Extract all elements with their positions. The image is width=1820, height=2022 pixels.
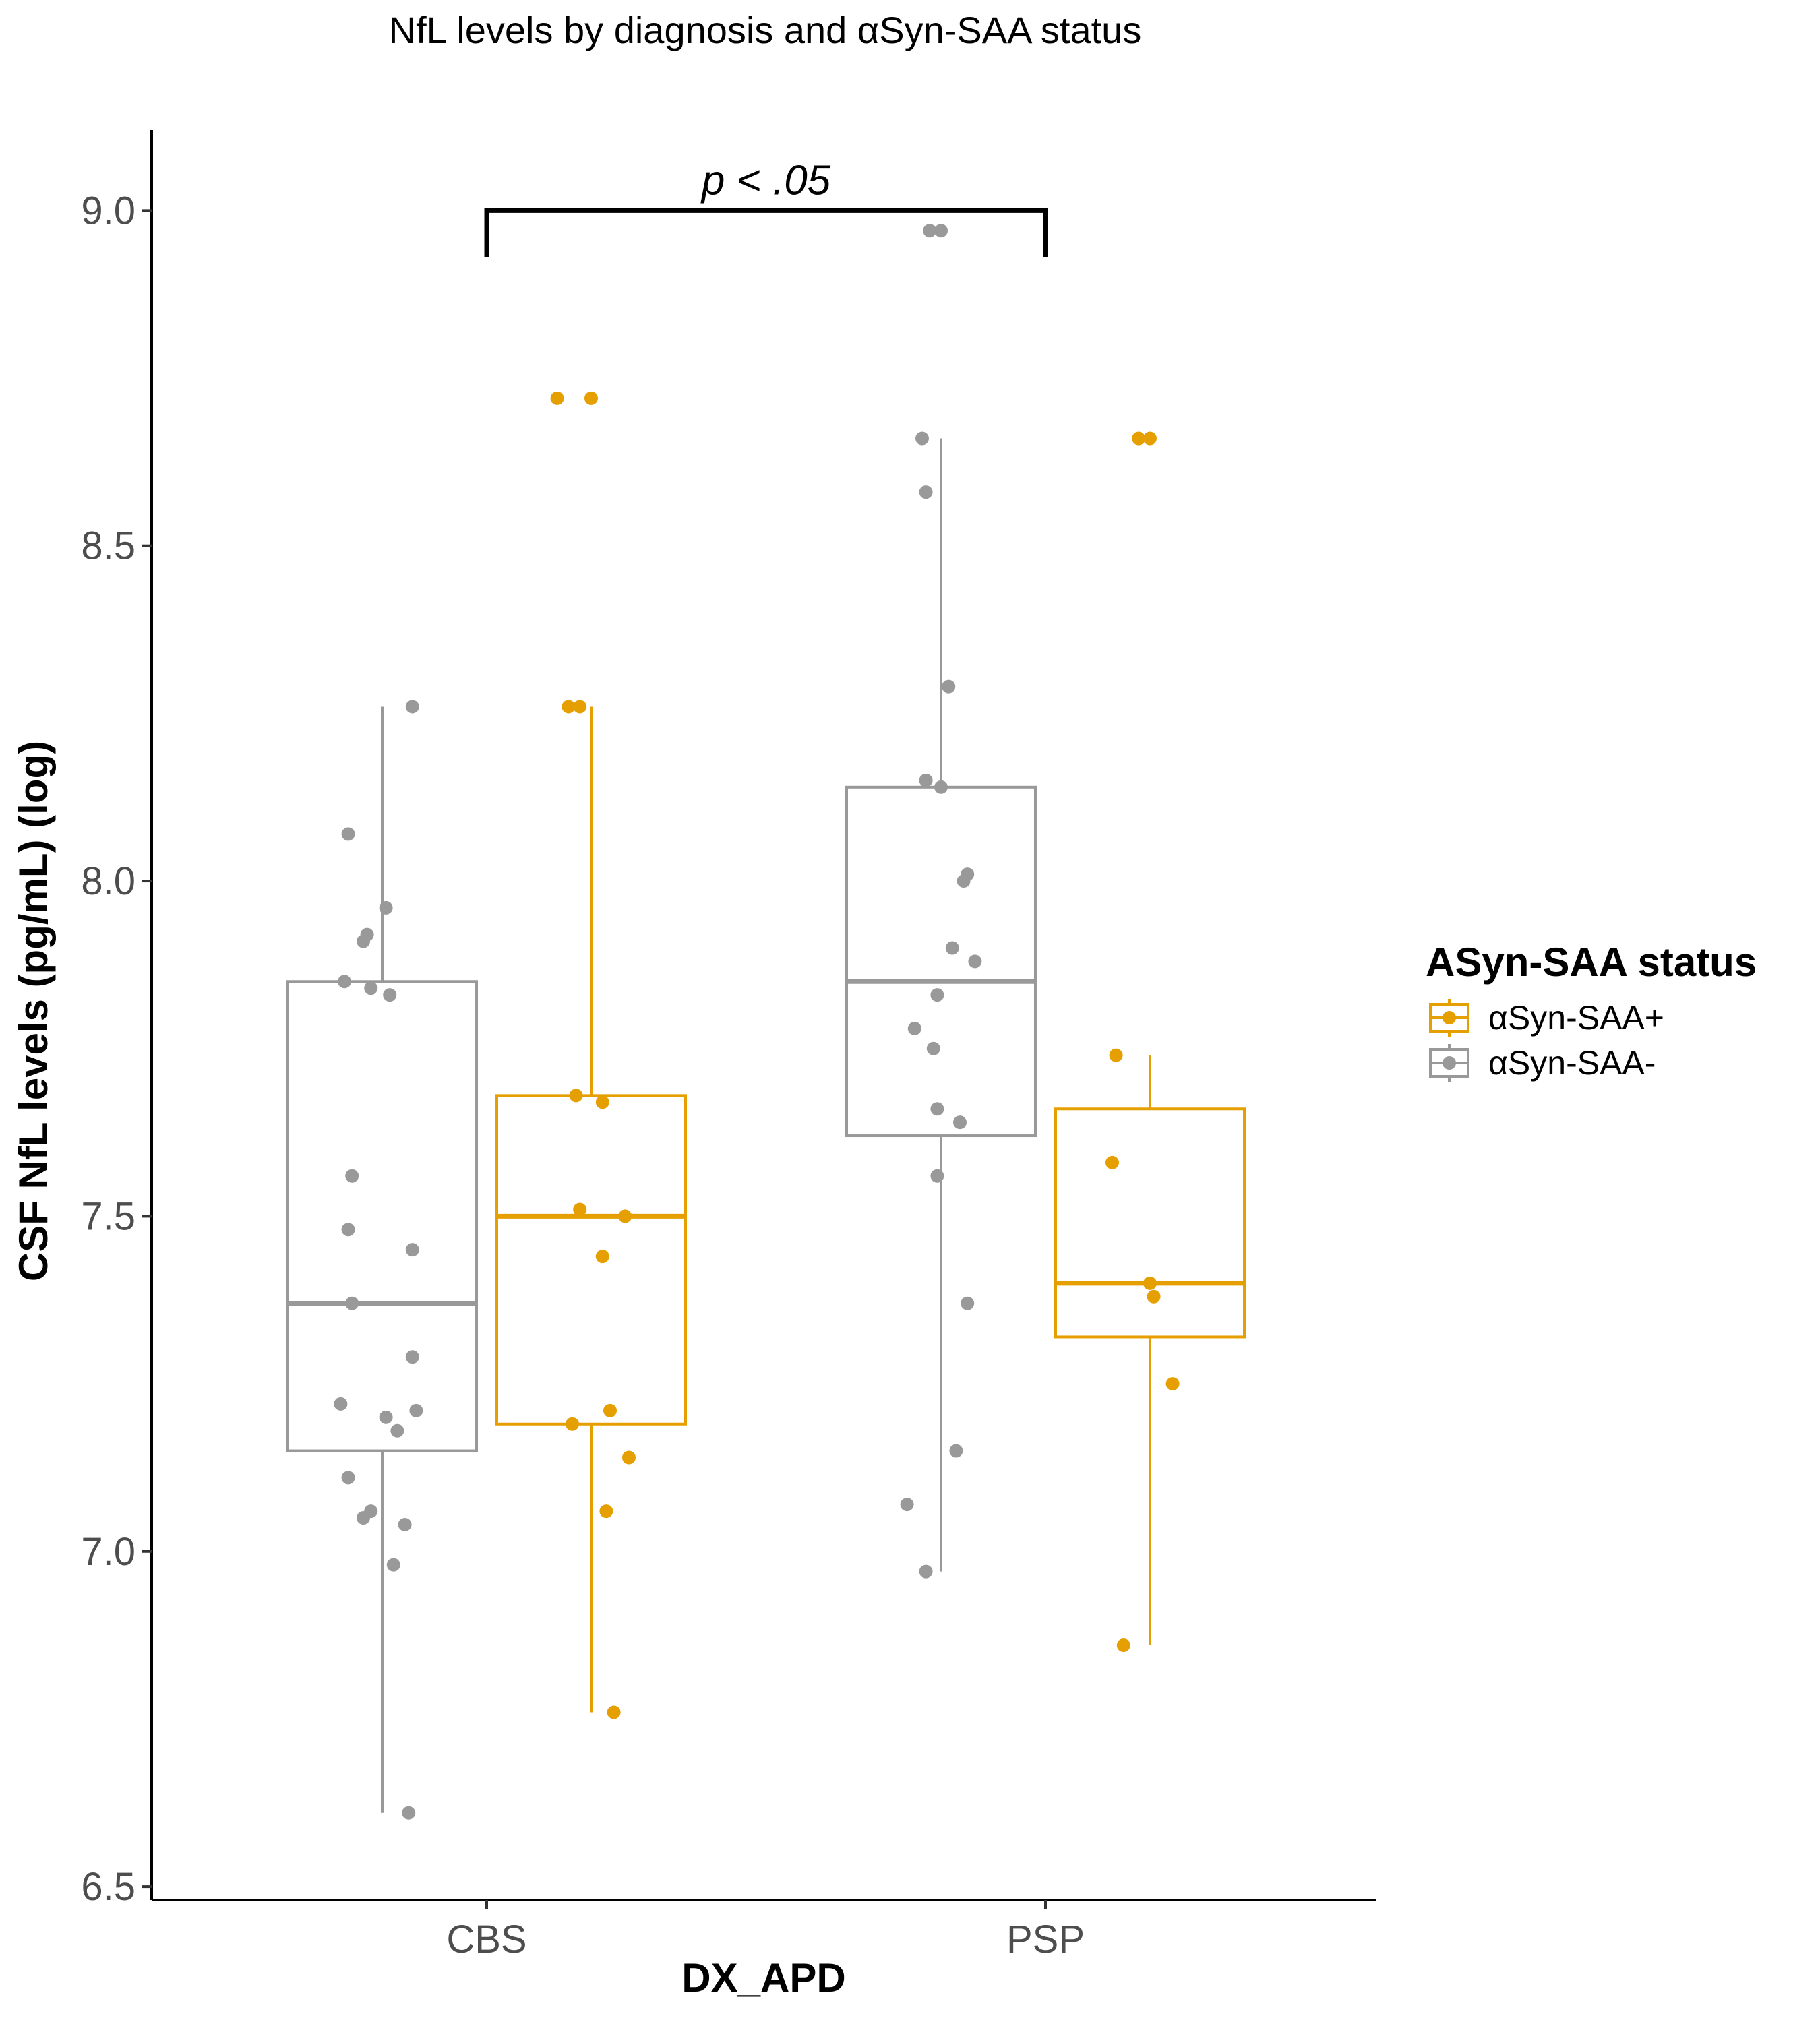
data-point [345, 1169, 359, 1183]
data-point [386, 1558, 400, 1572]
data-point [562, 700, 576, 714]
data-point [364, 981, 378, 995]
data-point [599, 1504, 613, 1519]
data-point [341, 827, 355, 841]
data-point [550, 391, 564, 405]
data-point [357, 934, 370, 948]
legend-label: αSyn-SAA+ [1488, 999, 1664, 1037]
x-tick-label: PSP [1006, 1918, 1085, 1961]
data-point [919, 773, 933, 787]
boxplot-saa-pos-cbs [495, 706, 687, 1713]
data-point [595, 1095, 609, 1109]
x-tick-label: CBS [446, 1918, 526, 1961]
legend: ASyn-SAA status αSyn-SAA+ αSyn-SAA- [1426, 940, 1757, 1082]
box [845, 785, 1037, 1138]
legend-item: αSyn-SAA+ [1429, 999, 1664, 1037]
significance-bracket [484, 208, 1048, 257]
y-tick-label: 6.5 [81, 1865, 135, 1909]
data-point [923, 224, 937, 238]
data-point [603, 1403, 617, 1417]
box [1054, 1107, 1246, 1339]
data-point [953, 1115, 967, 1130]
data-point [607, 1705, 621, 1719]
data-point [569, 1089, 583, 1103]
data-point [334, 1397, 348, 1411]
box [286, 980, 478, 1452]
data-point [402, 1806, 416, 1820]
plot-area [286, 224, 1246, 1820]
y-tick-label: 8.0 [81, 859, 135, 903]
data-point [573, 1202, 587, 1217]
data-point [957, 874, 971, 888]
data-point [949, 1444, 963, 1458]
chart-title: NfL levels by diagnosis and αSyn-SAA sta… [389, 9, 1142, 51]
data-point [338, 975, 351, 989]
data-point [1165, 1377, 1180, 1391]
y-tick-label: 8.5 [81, 524, 135, 568]
significance-label: p < .05 [700, 157, 831, 204]
data-point [942, 679, 956, 694]
x-axis-ticks: CBS PSP [446, 1900, 1085, 1961]
data-point [383, 988, 397, 1002]
data-point [1105, 1155, 1119, 1169]
data-point [907, 1021, 921, 1035]
boxplot-saa-neg-psp [845, 438, 1037, 1572]
boxplot-saa-pos-psp [1054, 1055, 1246, 1646]
data-point [398, 1517, 412, 1531]
data-point [1147, 1289, 1161, 1304]
data-point [1116, 1638, 1130, 1653]
data-point [405, 1243, 419, 1257]
data-point [405, 1350, 419, 1364]
legend-item: αSyn-SAA- [1429, 1044, 1656, 1082]
data-point [900, 1498, 914, 1512]
data-point [1109, 1048, 1123, 1062]
data-point [926, 1041, 940, 1055]
data-point [930, 1169, 944, 1183]
boxplot-saa-neg-cbs [286, 706, 478, 1813]
data-point [930, 1102, 944, 1116]
data-point [1132, 431, 1146, 446]
data-point [930, 988, 944, 1002]
data-point [915, 431, 929, 446]
data-point [390, 1423, 404, 1438]
data-point [345, 1296, 359, 1310]
data-point [934, 224, 948, 238]
data-point [405, 700, 419, 714]
data-point [584, 391, 598, 405]
data-point [566, 1417, 579, 1431]
data-point [409, 1403, 423, 1417]
data-point [341, 1471, 355, 1485]
data-point [573, 700, 587, 714]
data-point [379, 1410, 393, 1424]
data-point [622, 1450, 636, 1465]
data-point [919, 485, 933, 499]
significance-annotation: p < .05 [484, 157, 1048, 257]
data-point [618, 1209, 632, 1223]
data-point [379, 900, 393, 915]
legend-key-point [1443, 1056, 1456, 1070]
data-point [968, 954, 982, 969]
data-point [341, 1223, 355, 1237]
data-point [945, 941, 959, 955]
data-point [1143, 1276, 1157, 1290]
y-axis-title: CSF NfL levels (pg/mL) (log) [11, 741, 56, 1281]
box [495, 1094, 687, 1426]
y-tick-label: 7.0 [81, 1530, 135, 1574]
data-point [357, 1511, 370, 1525]
y-tick-label: 7.5 [81, 1194, 135, 1238]
data-point [961, 1296, 975, 1310]
data-point [934, 780, 948, 794]
legend-key-point [1443, 1011, 1456, 1024]
y-tick-label: 9.0 [81, 189, 135, 233]
legend-label: αSyn-SAA- [1488, 1044, 1656, 1082]
legend-title: ASyn-SAA status [1426, 940, 1757, 985]
data-point [1143, 431, 1157, 446]
data-point [919, 1564, 933, 1579]
x-axis-title: DX_APD [681, 1955, 845, 2000]
y-axis-ticks: 6.5 7.0 7.5 8.0 8.5 9.0 [81, 189, 152, 1909]
data-point [595, 1250, 609, 1264]
